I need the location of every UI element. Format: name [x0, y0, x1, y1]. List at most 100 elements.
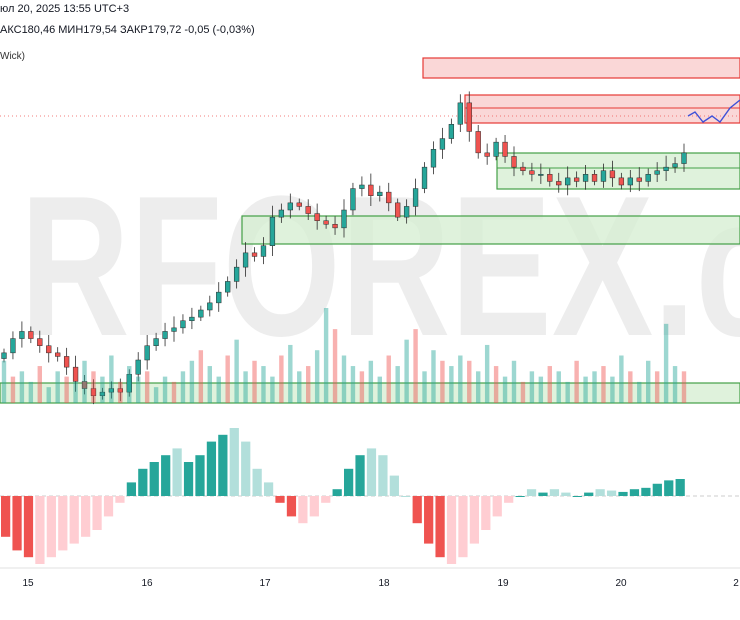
volume-bar: [118, 381, 123, 403]
candle-body: [251, 252, 258, 257]
candle-body: [377, 191, 383, 196]
volume-bar: [681, 371, 687, 403]
histogram-bar: [595, 489, 605, 496]
supply-zone-0: [422, 57, 740, 79]
candle-body: [565, 177, 571, 186]
volume-bar: [583, 376, 588, 403]
candle-body: [28, 331, 34, 339]
histogram-bar: [115, 496, 125, 503]
candle-body: [341, 209, 347, 229]
volume-bar: [341, 355, 347, 403]
candle-body: [457, 102, 463, 125]
x-tick-label: 15: [22, 578, 34, 589]
histogram-bar: [504, 496, 514, 503]
candle-body: [618, 177, 625, 186]
candle-body: [582, 174, 589, 182]
volume-bar: [529, 371, 535, 403]
volume-bar: [180, 371, 186, 403]
candle-body: [287, 202, 293, 211]
histogram-bar: [149, 462, 159, 496]
volume-bar: [431, 350, 436, 403]
volume-bar: [37, 366, 42, 403]
volume-series: [1, 308, 687, 403]
candle-body: [108, 388, 115, 393]
candle-body: [162, 331, 168, 339]
volume-bar: [1, 360, 7, 403]
candle-body: [314, 213, 320, 221]
histogram-bar: [675, 479, 685, 496]
histogram-bar: [1, 496, 11, 537]
candle-body: [37, 338, 43, 346]
volume-bar: [547, 366, 552, 403]
volume-bar: [82, 360, 87, 403]
volume-bar: [592, 371, 597, 403]
volume-bar: [10, 376, 16, 403]
histogram-bar: [92, 496, 102, 530]
volume-bar: [314, 350, 320, 403]
volume-bar: [323, 308, 329, 403]
histogram-bar: [618, 491, 628, 496]
x-tick-label: 16: [141, 578, 153, 589]
candle-body: [502, 141, 508, 157]
volume-bar: [162, 376, 168, 403]
histogram-bar: [309, 496, 319, 517]
x-axis: 15 16 17 18 19 20 2: [0, 567, 740, 589]
candle-body: [55, 352, 61, 357]
histogram-bar: [81, 496, 91, 537]
volume-bar: [458, 355, 463, 403]
volume-bar: [413, 329, 418, 403]
histogram-bar: [344, 468, 354, 496]
volume-bar: [359, 371, 365, 403]
volume-bar: [234, 339, 239, 403]
histogram-bar: [664, 480, 674, 496]
histogram-bar: [629, 489, 640, 496]
histogram-bar: [206, 441, 217, 496]
volume-bar: [449, 366, 454, 403]
volume-bar: [663, 323, 669, 403]
x-tick-label: 17: [259, 578, 271, 589]
chart-datetime: юл 20, 2025 13:55 UTC+3: [0, 3, 130, 15]
volume-bar: [538, 376, 544, 403]
volume-bar: [144, 371, 150, 403]
volume-bar: [565, 381, 570, 403]
candle-body: [359, 184, 365, 189]
volume-bar: [637, 381, 642, 403]
candle-body: [1, 352, 7, 359]
histogram-bar: [138, 468, 148, 496]
histogram-bar: [458, 496, 468, 558]
volume-bar: [288, 344, 293, 403]
candle-body: [233, 266, 240, 282]
volume-bar: [422, 371, 427, 403]
demand-zone-2: [496, 152, 740, 190]
histogram-bar: [35, 496, 45, 564]
histogram-bar: [401, 496, 411, 497]
histogram-bar: [492, 496, 502, 517]
volume-bar: [467, 360, 472, 403]
candle-body: [493, 141, 499, 157]
candle-body: [448, 124, 455, 139]
candle-body: [10, 338, 16, 354]
candle-body: [296, 202, 302, 207]
histogram-bar: [366, 448, 377, 496]
candle-body: [135, 359, 141, 375]
candle-body: [260, 245, 267, 257]
candle-body: [332, 224, 338, 229]
supply-zone-1: [464, 94, 740, 124]
candle-body: [412, 188, 419, 207]
x-tick-label: 19: [497, 578, 509, 589]
volume-bar: [243, 371, 248, 403]
candle-body: [117, 388, 123, 393]
candle-body: [269, 216, 276, 246]
candle-body: [242, 252, 249, 268]
candle-body: [395, 202, 401, 218]
volume-bar: [511, 360, 517, 403]
candle-body: [529, 170, 535, 175]
histogram-bar: [481, 496, 491, 530]
volume-bar: [350, 366, 356, 403]
histogram-bar: [561, 492, 571, 496]
volume-bar: [520, 381, 526, 403]
volume-bar: [261, 366, 266, 403]
oscillator-histogram: [0, 428, 740, 564]
histogram-bar: [606, 490, 617, 496]
